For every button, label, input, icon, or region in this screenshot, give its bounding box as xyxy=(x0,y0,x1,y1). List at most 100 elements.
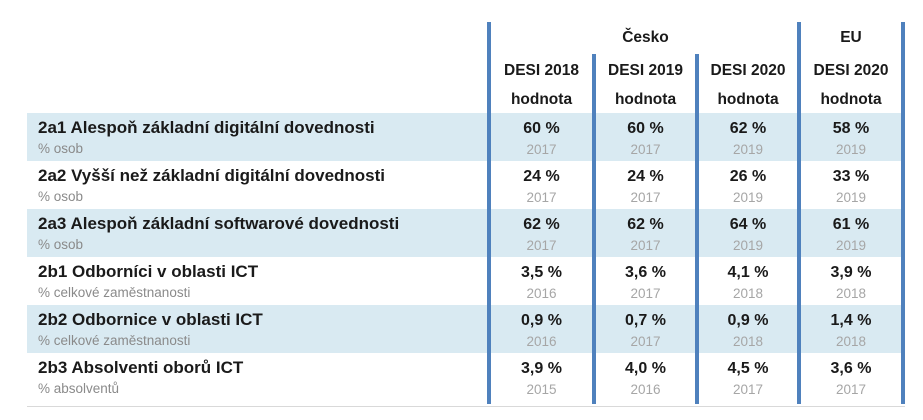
value-cell: 3,9 % 2015 xyxy=(489,353,594,401)
indicator-value: 62 % xyxy=(523,215,560,233)
value-year: 2019 xyxy=(835,237,867,253)
value-cell: 26 % 2019 xyxy=(697,161,799,209)
indicator-value: 62 % xyxy=(627,215,664,233)
value-cell: 3,5 % 2016 xyxy=(489,257,594,305)
group-header-spacer xyxy=(697,22,799,54)
edition-header-spacer xyxy=(27,54,489,87)
column-header-desi-2020: DESI 2020 xyxy=(710,61,786,79)
indicator-label-cell: 2b2 Odbornice v oblasti ICT % celkové za… xyxy=(27,305,489,353)
measure-label: hodnota xyxy=(614,91,677,108)
value-cell: 60 % 2017 xyxy=(594,113,697,161)
value-cell: 0,9 % 2018 xyxy=(697,305,799,353)
table-row: 2b1 Odborníci v oblasti ICT % celkové za… xyxy=(27,257,903,305)
indicator-value: 3,5 % xyxy=(521,263,562,281)
indicator-label-cell: 2a1 Alespoň základní digitální dovednost… xyxy=(27,113,489,161)
value-cell: 33 % 2019 xyxy=(799,161,903,209)
value-year: 2019 xyxy=(835,141,867,157)
value-cell: 24 % 2017 xyxy=(489,161,594,209)
column-separator-bar xyxy=(487,22,491,404)
value-year: 2017 xyxy=(732,381,764,397)
value-year: 2016 xyxy=(630,381,661,397)
indicator-value: 3,9 % xyxy=(521,359,562,377)
value-cell: 24 % 2017 xyxy=(594,161,697,209)
indicator-title: 2a2 Vyšší než základní digitální dovedno… xyxy=(38,166,386,185)
column-separator-bar xyxy=(797,22,801,404)
value-year: 2017 xyxy=(630,141,661,157)
value-year: 2018 xyxy=(835,333,867,349)
value-year: 2018 xyxy=(835,285,867,301)
group-header-spacer xyxy=(27,22,489,54)
indicator-unit: % absolventů xyxy=(38,381,120,396)
value-cell: 3,9 % 2018 xyxy=(799,257,903,305)
indicator-unit: % osob xyxy=(38,237,84,252)
value-cell: 3,6 % 2017 xyxy=(594,257,697,305)
indicator-unit: % celkové zaměstnanosti xyxy=(38,333,191,348)
column-header-desi-2019: DESI 2019 xyxy=(608,61,683,79)
value-year: 2017 xyxy=(630,189,661,205)
value-cell: 60 % 2017 xyxy=(489,113,594,161)
indicator-value: 4,0 % xyxy=(625,359,666,377)
value-cell: 62 % 2017 xyxy=(489,209,594,257)
value-cell: 62 % 2019 xyxy=(697,113,799,161)
indicator-title: 2a3 Alespoň základní softwarové dovednos… xyxy=(38,214,400,233)
value-cell: 4,5 % 2017 xyxy=(697,353,799,401)
indicator-label-cell: 2a2 Vyšší než základní digitální dovedno… xyxy=(27,161,489,209)
column-separator-bar xyxy=(592,54,596,404)
value-year: 2017 xyxy=(835,381,867,397)
indicator-label-cell: 2a3 Alespoň základní softwarové dovednos… xyxy=(27,209,489,257)
value-cell: 1,4 % 2018 xyxy=(799,305,903,353)
table-measure-header-row: hodnota hodnota hodnota hodnota xyxy=(27,87,903,113)
value-year: 2017 xyxy=(630,237,661,253)
indicator-value: 24 % xyxy=(627,167,664,185)
group-header-spacer xyxy=(489,22,594,54)
indicator-value: 3,9 % xyxy=(830,263,872,281)
group-label-cesko: Česko xyxy=(622,29,669,46)
value-cell: 4,0 % 2016 xyxy=(594,353,697,401)
indicator-value: 0,9 % xyxy=(521,311,562,329)
indicator-value: 0,7 % xyxy=(625,311,666,329)
measure-label: hodnota xyxy=(510,91,573,108)
value-year: 2017 xyxy=(526,189,557,205)
value-year: 2019 xyxy=(732,237,764,253)
indicator-value: 26 % xyxy=(729,167,767,185)
indicator-value: 4,1 % xyxy=(727,263,769,281)
value-year: 2017 xyxy=(630,285,661,301)
column-header-desi-2020-eu: DESI 2020 xyxy=(813,61,889,79)
indicator-unit: % osob xyxy=(38,141,84,156)
indicator-value: 3,6 % xyxy=(830,359,872,377)
value-year: 2019 xyxy=(835,189,867,205)
table-row: 2a2 Vyšší než základní digitální dovedno… xyxy=(27,161,903,209)
value-cell: 3,6 % 2017 xyxy=(799,353,903,401)
value-cell: 62 % 2017 xyxy=(594,209,697,257)
value-cell: 58 % 2019 xyxy=(799,113,903,161)
indicator-value: 60 % xyxy=(523,119,560,137)
indicator-value: 62 % xyxy=(729,119,767,137)
value-year: 2016 xyxy=(526,333,557,349)
indicator-label-cell: 2b1 Odborníci v oblasti ICT % celkové za… xyxy=(27,257,489,305)
indicator-title: 2b2 Odbornice v oblasti ICT xyxy=(38,310,263,329)
table-body: 2a1 Alespoň základní digitální dovednost… xyxy=(27,113,903,401)
indicator-value: 60 % xyxy=(627,119,664,137)
table-row: 2a1 Alespoň základní digitální dovednost… xyxy=(27,113,903,161)
value-cell: 0,9 % 2016 xyxy=(489,305,594,353)
indicator-title: 2b3 Absolventi oborů ICT xyxy=(38,358,244,377)
value-year: 2016 xyxy=(526,285,557,301)
column-header-desi-2018: DESI 2018 xyxy=(504,61,579,79)
value-cell: 64 % 2019 xyxy=(697,209,799,257)
indicator-value: 33 % xyxy=(832,167,870,185)
value-cell: 4,1 % 2018 xyxy=(697,257,799,305)
value-cell: 61 % 2019 xyxy=(799,209,903,257)
column-separator-bar xyxy=(695,54,699,404)
table-edition-header-row: DESI 2018 DESI 2019 DESI 2020 DESI 2020 xyxy=(27,54,903,87)
table-row: 2b3 Absolventi oborů ICT % absolventů 3,… xyxy=(27,353,903,401)
indicator-value: 58 % xyxy=(832,119,870,137)
indicator-unit: % celkové zaměstnanosti xyxy=(38,285,191,300)
value-year: 2017 xyxy=(526,141,557,157)
group-label-eu: EU xyxy=(840,29,862,46)
indicator-value: 61 % xyxy=(832,215,870,233)
value-year: 2018 xyxy=(732,333,764,349)
table-bottom-border xyxy=(27,406,905,407)
indicator-label-cell: 2b3 Absolventi oborů ICT % absolventů xyxy=(27,353,489,401)
measure-header-spacer xyxy=(27,87,489,113)
indicator-title: 2a1 Alespoň základní digitální dovednost… xyxy=(38,118,375,137)
